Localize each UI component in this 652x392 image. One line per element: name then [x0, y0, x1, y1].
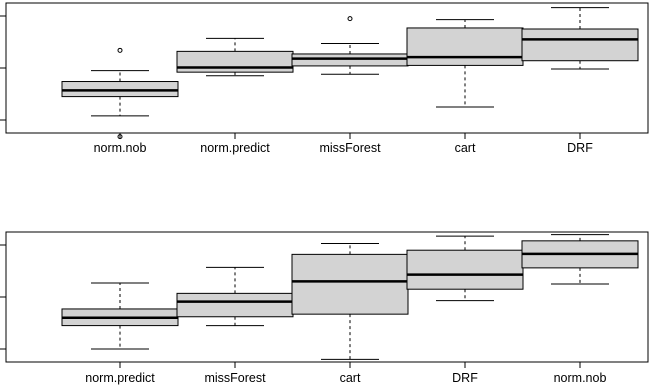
- category-label-missforest: missForest: [319, 141, 381, 155]
- iqr-box: [406, 27, 524, 66]
- box-missforest: [176, 266, 294, 327]
- boxplot-panel-bottom: -2.5-3.5-4.5norm.predictmissForestcartDR…: [0, 231, 649, 385]
- iqr-box: [291, 253, 409, 315]
- category-label-norm-nob: norm.nob: [554, 371, 607, 385]
- box-drf: [521, 7, 639, 70]
- box-cart: [291, 242, 409, 360]
- category-label-norm-predict: norm.predict: [85, 371, 155, 385]
- box-norm-predict: [176, 37, 294, 77]
- iqr-box: [176, 292, 294, 318]
- category-label-norm-nob: norm.nob: [94, 141, 147, 155]
- box-norm-predict: [61, 282, 179, 350]
- box-norm-nob: [61, 47, 179, 140]
- category-label-drf: DRF: [452, 371, 478, 385]
- outlier-point: [117, 47, 123, 53]
- category-label-norm-predict: norm.predict: [200, 141, 270, 155]
- outlier-point: [347, 16, 353, 22]
- iqr-box: [176, 50, 294, 73]
- category-label-drf: DRF: [567, 141, 593, 155]
- box-missforest: [291, 16, 409, 75]
- category-label-missforest: missForest: [204, 371, 266, 385]
- iqr-box: [406, 249, 524, 290]
- boxplot-panel-top: -2.5-3.5-4.5norm.nobnorm.predictmissFore…: [0, 2, 649, 155]
- iqr-box: [61, 81, 179, 98]
- iqr-box: [291, 53, 409, 67]
- plot-frame: [5, 2, 649, 134]
- iqr-box: [521, 28, 639, 62]
- category-label-cart: cart: [340, 371, 361, 385]
- category-label-cart: cart: [455, 141, 476, 155]
- box-cart: [406, 19, 524, 108]
- box-drf: [406, 235, 524, 302]
- box-norm-nob: [521, 234, 639, 285]
